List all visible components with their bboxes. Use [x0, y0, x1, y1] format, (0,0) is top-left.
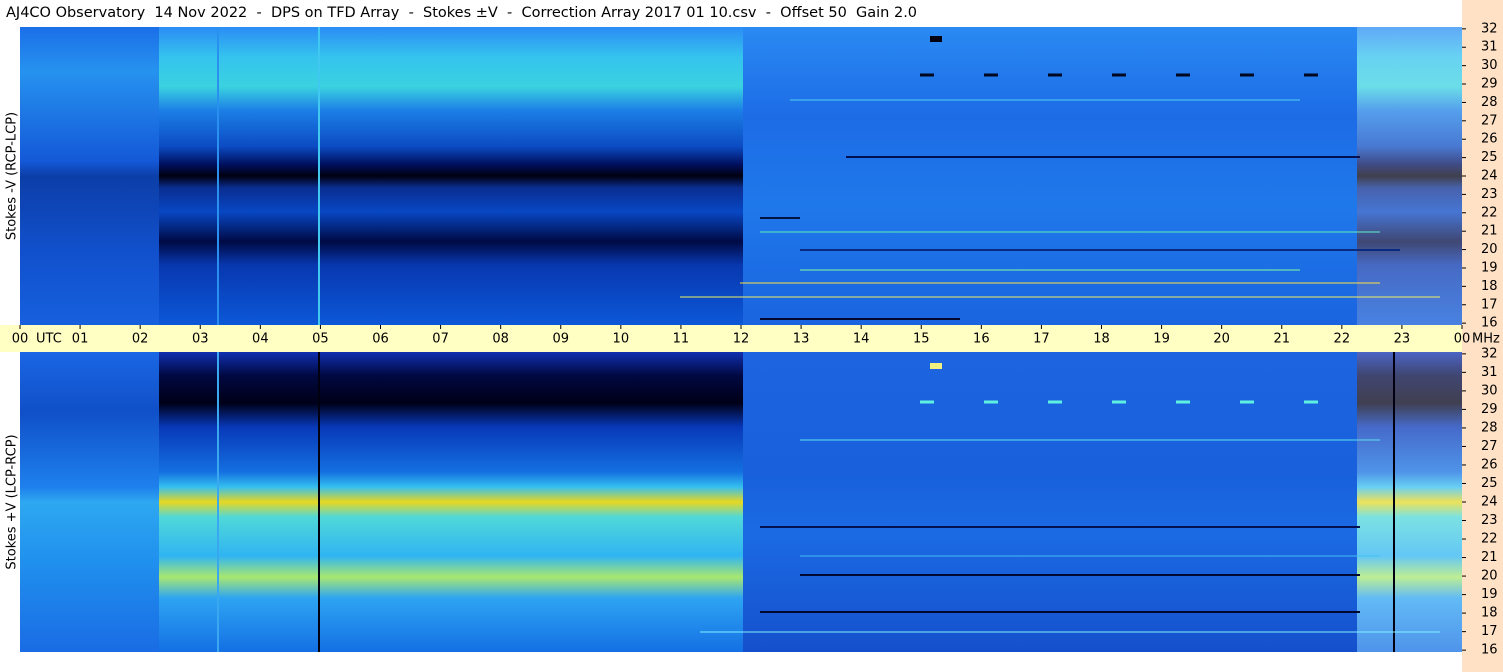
y-tick-label: 21: [1481, 224, 1498, 239]
y-tick-label: 21: [1481, 550, 1498, 565]
x-tick-label: 15: [913, 332, 930, 347]
y-axis-label: Stokes +V (LCP-RCP): [5, 434, 20, 569]
x-tick-label: 08: [492, 332, 509, 347]
y-tick-label: 18: [1481, 606, 1498, 621]
y-tick-label: 20: [1481, 569, 1498, 584]
x-tick-label: 20: [1213, 332, 1230, 347]
region: [1357, 352, 1462, 652]
y-tick-label: 31: [1481, 40, 1498, 55]
x-tick-label: 09: [552, 332, 569, 347]
x-tick-label: 19: [1153, 332, 1170, 347]
x-tick-label: 17: [1033, 332, 1050, 347]
spectrogram-top: [20, 27, 1462, 325]
x-tick-label: 22: [1334, 332, 1351, 347]
y-tick-label: 17: [1481, 624, 1498, 639]
y-tick-label: 23: [1481, 513, 1498, 528]
x-tick-label: 07: [432, 332, 449, 347]
x-tick-label: 12: [733, 332, 750, 347]
y-tick-label: 22: [1481, 205, 1498, 220]
y-tick-label: 29: [1481, 77, 1498, 92]
time-axis-strip: [0, 325, 1462, 352]
x-tick-label: 06: [372, 332, 389, 347]
y-tick-label: 28: [1481, 420, 1498, 435]
y-tick-label: 26: [1481, 132, 1498, 147]
y-tick-label: 17: [1481, 297, 1498, 312]
rfi-lines: [700, 363, 1440, 633]
y-tick-label: 23: [1481, 187, 1498, 202]
y-tick-label: 24: [1481, 495, 1498, 510]
y-tick-label: 16: [1481, 643, 1498, 658]
y-axis-label: Stokes -V (RCP-LCP): [5, 112, 20, 240]
y-tick-label: 19: [1481, 587, 1498, 602]
region: [20, 352, 159, 652]
right-axis-strip: [1462, 0, 1503, 672]
y-tick-label: 30: [1481, 383, 1498, 398]
x-tick-label: 05: [312, 332, 329, 347]
y-tick-label: 25: [1481, 150, 1498, 165]
y-tick-label: 26: [1481, 457, 1498, 472]
y-tick-label: 18: [1481, 279, 1498, 294]
spectrogram-bottom: [20, 352, 1462, 652]
x-tick-label: 04: [252, 332, 269, 347]
y-tick-label: 24: [1481, 169, 1498, 184]
x-tick-label: 11: [673, 332, 690, 347]
y-tick-label: 32: [1481, 346, 1498, 361]
x-axis-label: UTC: [36, 332, 62, 347]
x-tick-label: 00: [12, 332, 29, 347]
y-tick-label: 32: [1481, 21, 1498, 36]
y-tick-label: 22: [1481, 532, 1498, 547]
y-unit: MHz: [1472, 332, 1500, 347]
x-tick-label: 16: [973, 332, 990, 347]
y-tick-label: 30: [1481, 58, 1498, 73]
x-tick-label: 01: [72, 332, 89, 347]
rfi-lines: [680, 36, 1440, 320]
region: [159, 27, 743, 325]
region: [743, 352, 1357, 652]
x-tick-label: 10: [613, 332, 630, 347]
x-tick-label: 21: [1273, 332, 1290, 347]
y-tick-label: 20: [1481, 242, 1498, 257]
x-tick-label: 02: [132, 332, 149, 347]
y-tick-label: 31: [1481, 365, 1498, 380]
y-tick-label: 27: [1481, 439, 1498, 454]
x-tick-label: 23: [1394, 332, 1411, 347]
region: [1357, 27, 1462, 325]
y-tick-label: 25: [1481, 476, 1498, 491]
x-tick-label: 14: [853, 332, 870, 347]
x-tick-label: 03: [192, 332, 209, 347]
x-tick-label: 18: [1093, 332, 1110, 347]
y-tick-label: 29: [1481, 402, 1498, 417]
region: [20, 27, 159, 325]
y-tick-label: 19: [1481, 260, 1498, 275]
x-tick-label: 00: [1454, 332, 1471, 347]
y-tick-label: 27: [1481, 113, 1498, 128]
x-tick-label: 13: [793, 332, 810, 347]
chart-title: AJ4CO Observatory 14 Nov 2022 - DPS on T…: [6, 5, 917, 21]
y-tick-label: 16: [1481, 316, 1498, 331]
y-tick-label: 28: [1481, 95, 1498, 110]
region: [159, 352, 743, 652]
region: [743, 27, 1357, 325]
